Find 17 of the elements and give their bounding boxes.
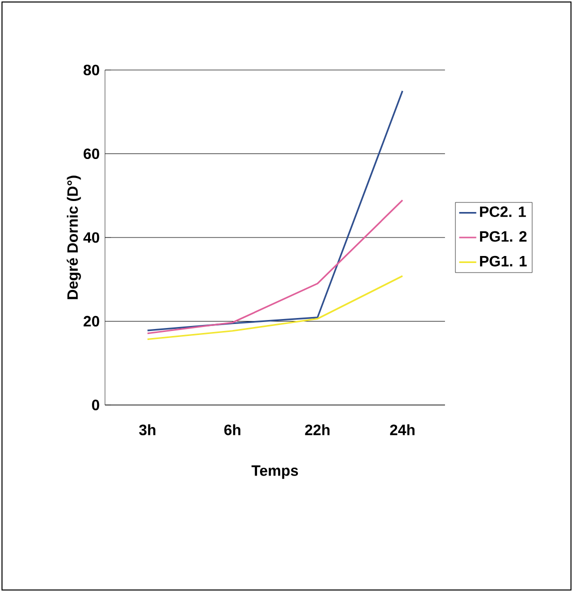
- legend-label: PG1. 2: [480, 231, 527, 242]
- legend-label: PG1. 1: [480, 256, 527, 266]
- y-tick-label: 40: [83, 232, 100, 243]
- y-tick-label: 20: [84, 316, 100, 327]
- x-tick-label: 3h: [139, 424, 156, 436]
- y-tick-label: 80: [84, 64, 100, 76]
- line-series: [146, 199, 404, 334]
- x-axis-title: Temps: [252, 465, 298, 479]
- line-series: [146, 90, 404, 332]
- legend-label: PC2. 1: [480, 206, 526, 218]
- line-series: [146, 275, 404, 340]
- y-tick-label: 60: [84, 148, 100, 160]
- x-tick-label: 24h: [390, 424, 414, 436]
- y-axis-title: Degré Dornic (D°): [66, 176, 81, 300]
- x-tick-label: 6h: [224, 424, 240, 436]
- x-tick-label: 22h: [305, 424, 330, 436]
- y-tick-label: 0: [92, 400, 100, 410]
